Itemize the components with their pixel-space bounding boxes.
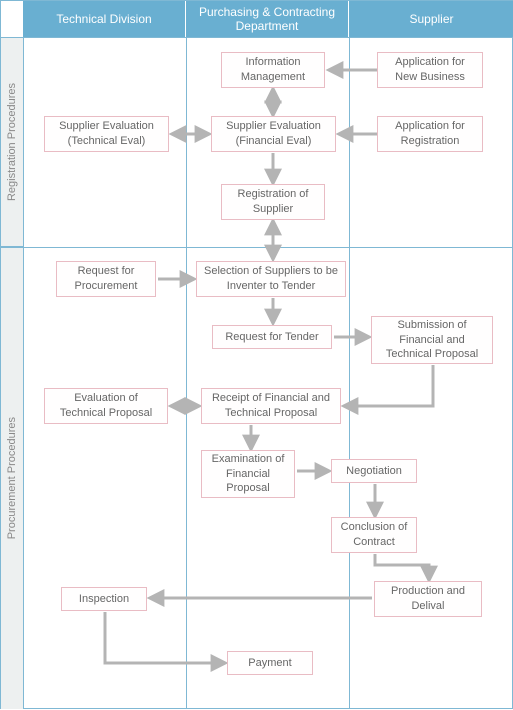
box-text: Application for New Business bbox=[384, 55, 476, 85]
box-text: Negotiation bbox=[346, 464, 402, 479]
col-label: Purchasing & Contracting Department bbox=[186, 5, 348, 33]
box-payment: Payment bbox=[227, 651, 313, 675]
col-divider bbox=[349, 37, 350, 708]
row-header-registration: Registration Procedures bbox=[1, 37, 23, 247]
box-text: Supplier Evaluation (Financial Eval) bbox=[218, 119, 329, 149]
box-text: Evaluation of Technical Proposal bbox=[51, 391, 161, 421]
box-sup-eval-fin: Supplier Evaluation (Financial Eval) bbox=[211, 116, 336, 152]
box-negotiation: Negotiation bbox=[331, 459, 417, 483]
box-text: Information Management bbox=[228, 55, 318, 85]
col-header-technical: Technical Division bbox=[23, 1, 186, 37]
row-label: Procurement Procedures bbox=[6, 417, 18, 539]
box-app-new: Application for New Business bbox=[377, 52, 483, 88]
col-header-purchasing: Purchasing & Contracting Department bbox=[186, 1, 349, 37]
box-req-proc: Request for Procurement bbox=[56, 261, 156, 297]
row-header-procurement: Procurement Procedures bbox=[1, 247, 23, 709]
box-inspection: Inspection bbox=[61, 587, 147, 611]
box-sel-sup: Selection of Suppliers to be Inventer to… bbox=[196, 261, 346, 297]
box-text: Payment bbox=[248, 656, 291, 671]
box-app-reg: Application for Registration bbox=[377, 116, 483, 152]
box-sub-prop: Submission of Financial and Technical Pr… bbox=[371, 316, 493, 364]
box-text: Inspection bbox=[79, 592, 129, 607]
box-info-mgmt: Information Management bbox=[221, 52, 325, 88]
col-label: Technical Division bbox=[56, 12, 151, 26]
col-divider bbox=[186, 37, 187, 708]
row-divider bbox=[23, 247, 512, 248]
box-text: Supplier Evaluation (Technical Eval) bbox=[51, 119, 162, 149]
box-reg-sup: Registration of Supplier bbox=[221, 184, 325, 220]
box-text: Production and Delival bbox=[381, 584, 475, 614]
box-text: Request for Procurement bbox=[63, 264, 149, 294]
box-prod-deliv: Production and Delival bbox=[374, 581, 482, 617]
row-divider bbox=[23, 37, 512, 38]
col-label: Supplier bbox=[409, 12, 453, 26]
box-sup-eval-tech: Supplier Evaluation (Technical Eval) bbox=[44, 116, 169, 152]
row-label: Registration Procedures bbox=[6, 83, 18, 201]
box-text: Examination of Financial Proposal bbox=[208, 452, 288, 497]
box-text: Application for Registration bbox=[384, 119, 476, 149]
col-header-supplier: Supplier bbox=[349, 1, 513, 37]
box-receipt: Receipt of Financial and Technical Propo… bbox=[201, 388, 341, 424]
box-exam-fin: Examination of Financial Proposal bbox=[201, 450, 295, 498]
col-divider bbox=[23, 37, 24, 708]
box-text: Submission of Financial and Technical Pr… bbox=[378, 318, 486, 363]
box-req-tender: Request for Tender bbox=[212, 325, 332, 349]
box-text: Selection of Suppliers to be Inventer to… bbox=[203, 264, 339, 294]
box-text: Conclusion of Contract bbox=[338, 520, 410, 550]
box-text: Receipt of Financial and Technical Propo… bbox=[208, 391, 334, 421]
box-conclusion: Conclusion of Contract bbox=[331, 517, 417, 553]
flowchart-container: Technical Division Purchasing & Contract… bbox=[0, 0, 513, 709]
box-text: Request for Tender bbox=[225, 330, 318, 345]
box-eval-tech: Evaluation of Technical Proposal bbox=[44, 388, 168, 424]
box-text: Registration of Supplier bbox=[228, 187, 318, 217]
